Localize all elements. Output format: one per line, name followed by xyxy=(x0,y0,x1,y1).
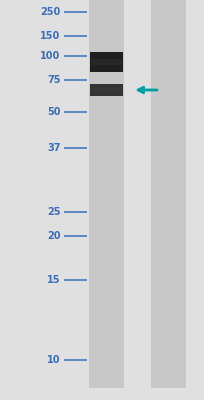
Text: 250: 250 xyxy=(40,7,60,17)
Bar xyxy=(150,0,185,388)
Text: 100: 100 xyxy=(40,51,60,61)
Text: 25: 25 xyxy=(47,207,60,217)
Bar xyxy=(90,52,122,72)
Text: 150: 150 xyxy=(40,31,60,41)
Text: 20: 20 xyxy=(47,231,60,241)
Bar xyxy=(91,59,121,65)
Text: 50: 50 xyxy=(47,107,60,117)
Bar xyxy=(89,0,123,388)
Bar xyxy=(91,88,121,92)
Bar xyxy=(90,84,122,96)
Text: 37: 37 xyxy=(47,143,60,153)
Text: 75: 75 xyxy=(47,75,60,85)
Text: 15: 15 xyxy=(47,275,60,285)
Text: 10: 10 xyxy=(47,355,60,365)
